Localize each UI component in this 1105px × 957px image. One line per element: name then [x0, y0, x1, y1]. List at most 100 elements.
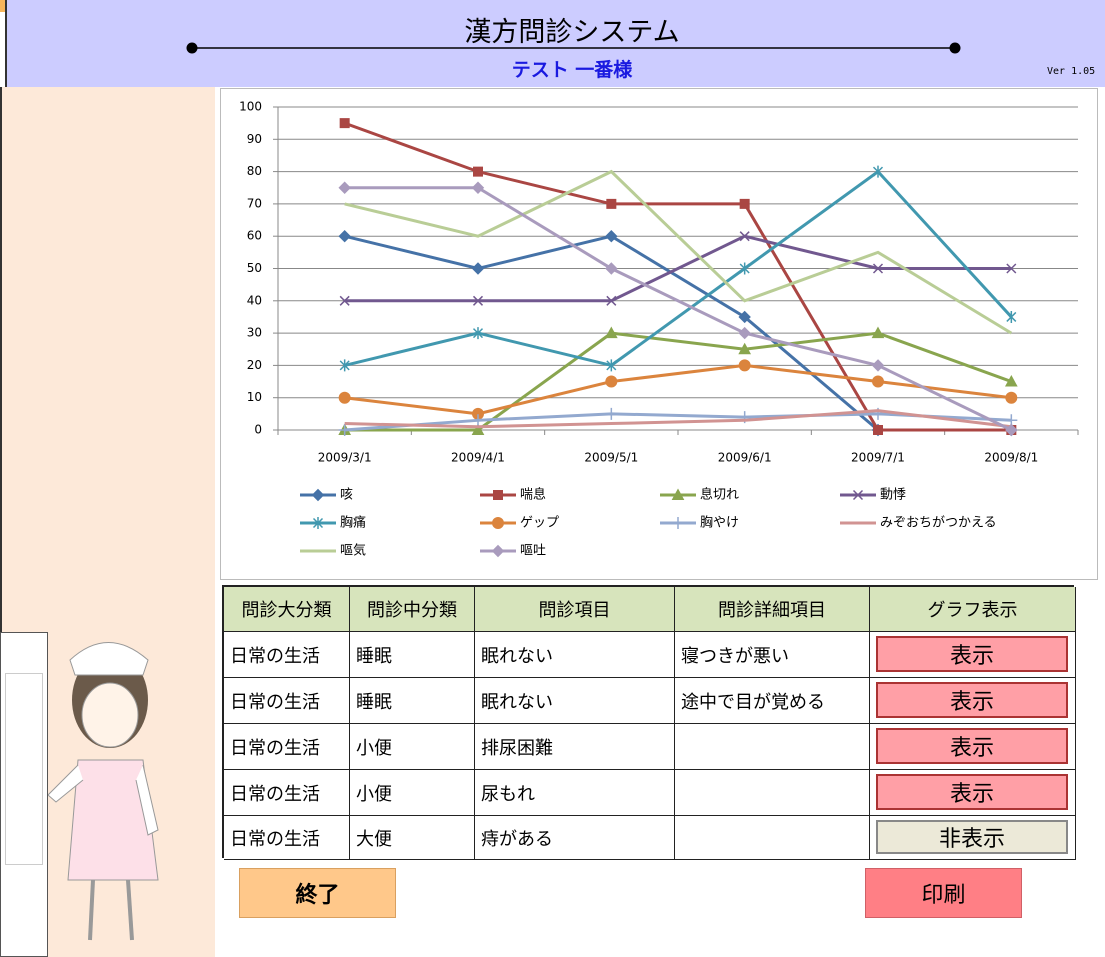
- series-line: [344, 169, 1013, 335]
- document-thumbnail: [0, 632, 48, 957]
- data-point: [604, 326, 618, 339]
- chart-frame: [220, 88, 1098, 580]
- data-point: [338, 424, 351, 436]
- data-point: [1006, 310, 1017, 323]
- data-point: [472, 414, 484, 427]
- table-cell: 睡眠: [350, 632, 475, 678]
- series-line: [344, 363, 1012, 416]
- toggle-button[interactable]: 表示: [876, 636, 1068, 672]
- data-point: [606, 359, 617, 372]
- table-cell: [675, 770, 870, 816]
- data-point: [871, 359, 885, 372]
- column-header: 問診項目: [475, 587, 675, 632]
- legend-marker: [491, 544, 505, 558]
- table-cell: 日常の生活: [224, 678, 350, 724]
- column-header: 問診詳細項目: [675, 587, 870, 632]
- toggle-button[interactable]: 非表示: [876, 820, 1068, 854]
- series-line: [344, 234, 1012, 303]
- data-point: [605, 407, 618, 420]
- y-tick-label: 70: [247, 196, 262, 210]
- data-point: [738, 342, 752, 355]
- data-point: [338, 229, 351, 243]
- data-point: [872, 165, 884, 178]
- column-header: グラフ表示: [870, 587, 1076, 632]
- header: 漢方問診システム テスト 一番様 Ver 1.05: [5, 0, 1105, 87]
- data-point: [472, 327, 484, 340]
- table-cell: 寝つきが悪い: [675, 632, 870, 678]
- x-tick-label: 2009/3/1: [318, 451, 372, 465]
- button-cell: 非表示: [870, 816, 1076, 860]
- x-tick-label: 2009/7/1: [851, 451, 905, 465]
- print-button[interactable]: 印刷: [865, 868, 1022, 918]
- legend-marker: [312, 517, 324, 529]
- legend-marker: [492, 517, 505, 529]
- data-point: [738, 359, 751, 372]
- legend-label: 胸痛: [340, 515, 366, 531]
- table: 問診大分類 問診中分類 問診項目 問診詳細項目 グラフ表示 日常の生活 睡眠 眠れない 寝つきが…: [222, 585, 1076, 860]
- toggle-button[interactable]: 表示: [876, 682, 1068, 718]
- legend-label: ゲップ: [520, 516, 559, 531]
- table-cell: 睡眠: [350, 678, 475, 724]
- y-tick-label: 30: [247, 326, 262, 340]
- data-point: [739, 231, 750, 242]
- close-button[interactable]: 終了: [239, 868, 396, 918]
- version: Ver 1.05: [1047, 66, 1096, 77]
- table-cell: 日常の生活: [224, 724, 350, 770]
- legend-label: 咳: [340, 488, 353, 503]
- data-point: [1006, 263, 1017, 274]
- data-point: [871, 326, 885, 339]
- data-point: [872, 375, 885, 388]
- legend-label: 動悸: [880, 488, 906, 503]
- data-point: [339, 118, 350, 129]
- toggle-button[interactable]: 表示: [876, 774, 1068, 810]
- nurse-illustration: [48, 642, 159, 941]
- table-cell: 小便: [350, 724, 475, 770]
- x-tick-label: 2009/6/1: [718, 451, 772, 465]
- table-cell: 排尿困難: [475, 724, 675, 770]
- series-line: [344, 186, 1012, 432]
- data-point: [606, 295, 617, 306]
- data-point: [605, 375, 618, 388]
- series-line: [344, 409, 1012, 429]
- y-tick-label: 20: [247, 358, 262, 372]
- legend-marker: [672, 517, 684, 529]
- toggle-button[interactable]: 表示: [876, 728, 1068, 764]
- y-tick-label: 40: [247, 293, 262, 307]
- data-point: [339, 295, 350, 306]
- data-point: [338, 181, 351, 194]
- column-header: 問診大分類: [224, 587, 350, 632]
- data-point: [873, 425, 883, 435]
- data-point: [471, 181, 485, 194]
- table-cell: 日常の生活: [224, 816, 350, 860]
- y-tick-label: 50: [247, 261, 262, 275]
- data-point: [338, 391, 351, 404]
- data-point: [1004, 375, 1018, 387]
- legend-label: 胸やけ: [700, 516, 739, 531]
- x-tick-label: 2009/8/1: [984, 451, 1038, 465]
- data-point: [1005, 391, 1018, 404]
- legend-marker: [311, 488, 325, 502]
- table-cell: 小便: [350, 770, 475, 816]
- series-line: [344, 331, 1012, 432]
- data-point: [872, 263, 884, 274]
- data-point: [606, 198, 617, 209]
- series-line: [344, 121, 1012, 432]
- y-tick-label: 100: [239, 100, 262, 114]
- column-header: 問診中分類: [350, 587, 475, 632]
- y-tick-label: 60: [247, 229, 262, 243]
- table-cell: 大便: [350, 816, 475, 860]
- button-cell: 表示: [870, 632, 1076, 678]
- legend-marker: [671, 488, 685, 500]
- data-point: [472, 407, 485, 420]
- data-point: [739, 262, 750, 275]
- button-cell: 表示: [870, 678, 1076, 724]
- data-point: [739, 198, 750, 209]
- legend-label: 嘔気: [340, 543, 366, 559]
- table-cell: 痔がある: [475, 816, 675, 860]
- data-point: [738, 326, 751, 340]
- header-rule: [186, 42, 961, 54]
- data-point: [471, 262, 485, 275]
- table-cell: 眠れない: [475, 632, 675, 678]
- data-point: [473, 166, 483, 177]
